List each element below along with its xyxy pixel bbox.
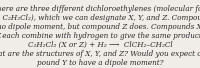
- Text: has no dipole moment, but compound Z does. Compounds X and: has no dipole moment, but compound Z doe…: [0, 23, 200, 31]
- Text: There are three different dichloroethylenes (molecular for-: There are three different dichloroethyle…: [0, 5, 200, 13]
- Text: C₂H₂Cl₂ (X or Z) + H₂ ⟶  ClCH₂–CH₂Cl: C₂H₂Cl₂ (X or Z) + H₂ ⟶ ClCH₂–CH₂Cl: [28, 41, 172, 49]
- Text: pound Y to have a dipole moment?: pound Y to have a dipole moment?: [37, 59, 163, 67]
- Text: What are the structures of X, Y, and Z? Would you expect com-: What are the structures of X, Y, and Z? …: [0, 50, 200, 58]
- Text: Z each combine with hydrogen to give the same product:: Z each combine with hydrogen to give the…: [0, 32, 200, 40]
- Text: mula C₂H₂Cl₂), which we can designate X, Y, and Z. Compound X: mula C₂H₂Cl₂), which we can designate X,…: [0, 14, 200, 22]
